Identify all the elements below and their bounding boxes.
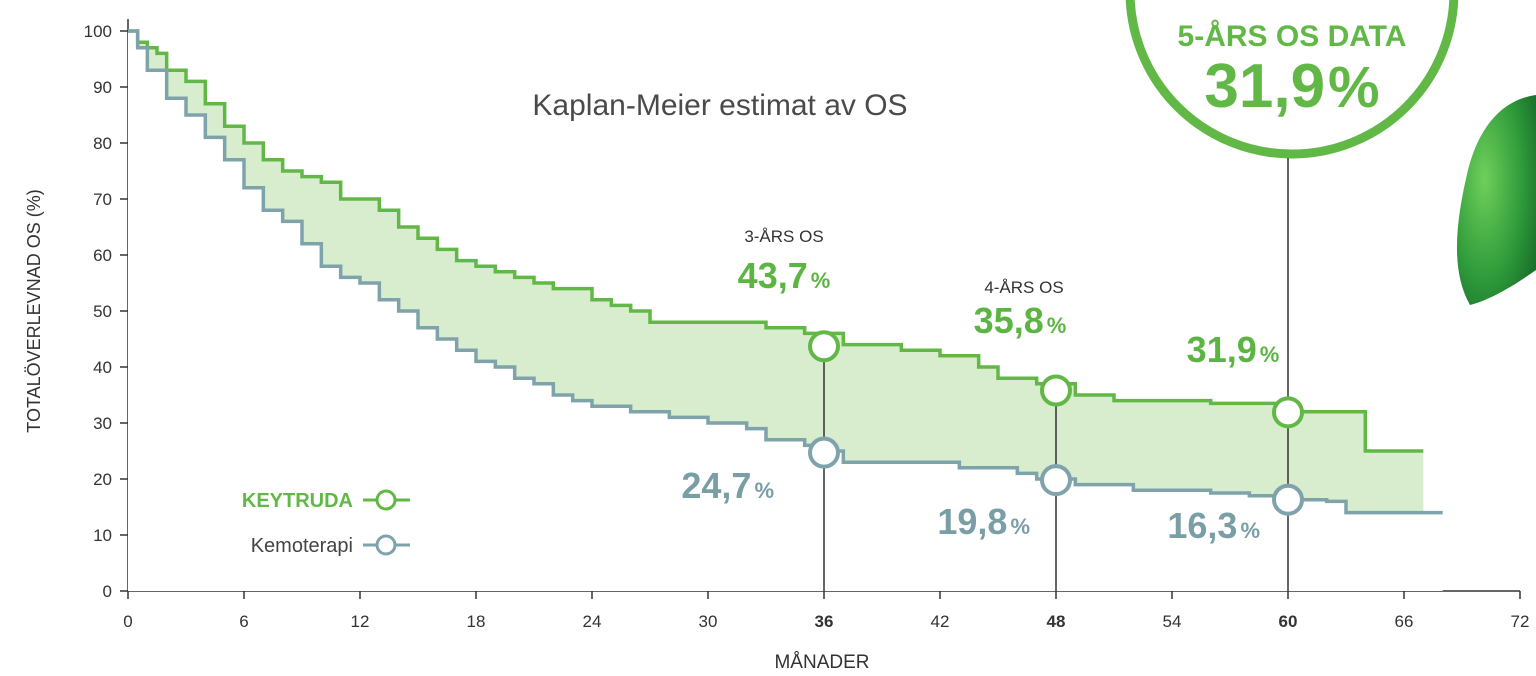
legend-marker <box>377 491 395 509</box>
x-tick-label: 72 <box>1511 612 1530 631</box>
value-number: 31,9 <box>1204 52 1325 121</box>
x-tick-label: 48 <box>1047 612 1066 631</box>
y-tick-label: 60 <box>93 246 112 265</box>
value-unit: % <box>1047 313 1067 338</box>
value-number: 24,7 <box>681 465 751 506</box>
y-tick-label: 50 <box>93 302 112 321</box>
x-tick-label: 12 <box>351 612 370 631</box>
milestone-marker <box>810 439 838 467</box>
legend-label: KEYTRUDA <box>242 490 353 512</box>
milestone-value: 43,7% <box>738 255 831 296</box>
milestone-value: 35,8% <box>974 300 1067 341</box>
x-tick-label: 66 <box>1395 612 1414 631</box>
y-tick-label: 10 <box>93 526 112 545</box>
badge-title: 5-ÅRS OS DATA <box>1178 20 1407 53</box>
legend-marker <box>377 536 395 554</box>
x-tick-label: 60 <box>1279 612 1298 631</box>
x-tick-label: 30 <box>699 612 718 631</box>
milestone-label: 3-ÅRS OS <box>744 227 823 246</box>
badge-value: 31,9% <box>1204 52 1379 121</box>
y-tick-label: 80 <box>93 134 112 153</box>
milestone-label: 4-ÅRS OS <box>984 278 1063 297</box>
milestone-value: 31,9% <box>1187 329 1280 370</box>
value-number: 43,7 <box>738 255 808 296</box>
x-tick-label: 36 <box>815 612 834 631</box>
milestone-marker <box>1042 377 1070 405</box>
x-axis-label: MÅNADER <box>774 652 869 673</box>
milestone-marker <box>1274 486 1302 514</box>
x-tick-label: 18 <box>467 612 486 631</box>
value-number: 16,3 <box>1167 505 1237 546</box>
y-tick-label: 30 <box>93 414 112 433</box>
y-tick-label: 40 <box>93 358 112 377</box>
chart-title: Kaplan-Meier estimat av OS <box>532 89 907 122</box>
milestone-marker <box>1274 398 1302 426</box>
lung-illustration <box>1457 95 1536 305</box>
legend-label: Kemoterapi <box>251 535 353 557</box>
value-unit: % <box>1328 55 1380 120</box>
x-tick-label: 42 <box>931 612 950 631</box>
x-tick-label: 0 <box>123 612 132 631</box>
y-tick-label: 90 <box>93 78 112 97</box>
value-number: 31,9 <box>1187 329 1257 370</box>
chart: Kaplan-Meier estimat av OS MÅNADER TOTAL… <box>0 0 1536 676</box>
value-number: 35,8 <box>974 300 1044 341</box>
x-tick-label: 24 <box>583 612 602 631</box>
x-tick-label: 6 <box>239 612 248 631</box>
y-tick-label: 70 <box>93 190 112 209</box>
y-tick-label: 20 <box>93 470 112 489</box>
value-unit: % <box>1260 342 1280 367</box>
y-tick-label: 0 <box>103 582 112 601</box>
value-unit: % <box>1240 518 1260 543</box>
y-axis-label: TOTALÖVERLEVNAD OS (%) <box>24 189 44 432</box>
value-unit: % <box>811 268 831 293</box>
y-tick-label: 100 <box>84 22 112 41</box>
milestone-marker <box>1042 466 1070 494</box>
x-tick-label: 54 <box>1163 612 1182 631</box>
value-unit: % <box>754 478 774 503</box>
milestone-marker <box>810 332 838 360</box>
value-unit: % <box>1010 514 1030 539</box>
value-number: 19,8 <box>937 501 1007 542</box>
